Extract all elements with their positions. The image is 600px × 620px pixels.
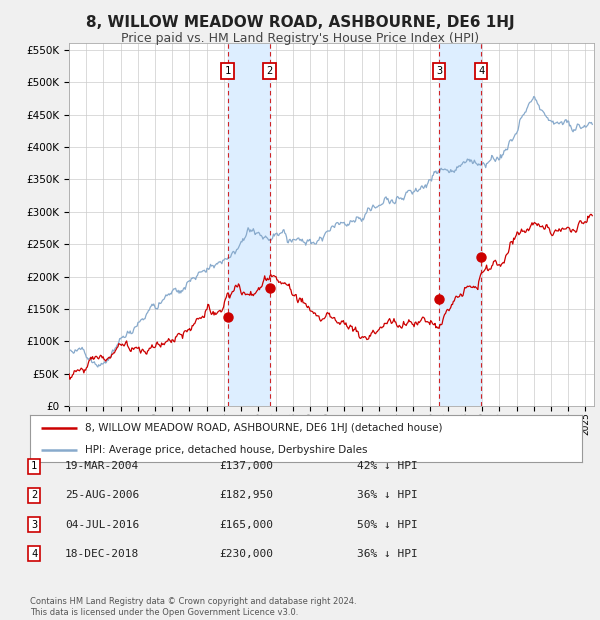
Text: £137,000: £137,000 (219, 461, 273, 471)
Text: 1: 1 (224, 66, 230, 76)
Text: 2: 2 (266, 66, 272, 76)
Text: 8, WILLOW MEADOW ROAD, ASHBOURNE, DE6 1HJ (detached house): 8, WILLOW MEADOW ROAD, ASHBOURNE, DE6 1H… (85, 423, 443, 433)
Text: 2: 2 (31, 490, 37, 500)
Text: 50% ↓ HPI: 50% ↓ HPI (357, 520, 418, 529)
Text: 1: 1 (31, 461, 37, 471)
Text: 36% ↓ HPI: 36% ↓ HPI (357, 490, 418, 500)
Text: 19-MAR-2004: 19-MAR-2004 (65, 461, 139, 471)
Text: 04-JUL-2016: 04-JUL-2016 (65, 520, 139, 529)
Text: 25-AUG-2006: 25-AUG-2006 (65, 490, 139, 500)
Text: £182,950: £182,950 (219, 490, 273, 500)
Text: 42% ↓ HPI: 42% ↓ HPI (357, 461, 418, 471)
Text: This data is licensed under the Open Government Licence v3.0.: This data is licensed under the Open Gov… (30, 608, 298, 617)
Bar (227, 43, 269, 406)
Bar (439, 43, 481, 406)
Text: 4: 4 (31, 549, 37, 559)
Text: 18-DEC-2018: 18-DEC-2018 (65, 549, 139, 559)
Text: 3: 3 (436, 66, 442, 76)
Text: Price paid vs. HM Land Registry's House Price Index (HPI): Price paid vs. HM Land Registry's House … (121, 32, 479, 45)
Text: HPI: Average price, detached house, Derbyshire Dales: HPI: Average price, detached house, Derb… (85, 445, 368, 455)
Text: 36% ↓ HPI: 36% ↓ HPI (357, 549, 418, 559)
Text: £165,000: £165,000 (219, 520, 273, 529)
Text: 8, WILLOW MEADOW ROAD, ASHBOURNE, DE6 1HJ: 8, WILLOW MEADOW ROAD, ASHBOURNE, DE6 1H… (86, 16, 514, 30)
Text: £230,000: £230,000 (219, 549, 273, 559)
Text: 4: 4 (478, 66, 485, 76)
Text: 3: 3 (31, 520, 37, 529)
Text: Contains HM Land Registry data © Crown copyright and database right 2024.: Contains HM Land Registry data © Crown c… (30, 597, 356, 606)
